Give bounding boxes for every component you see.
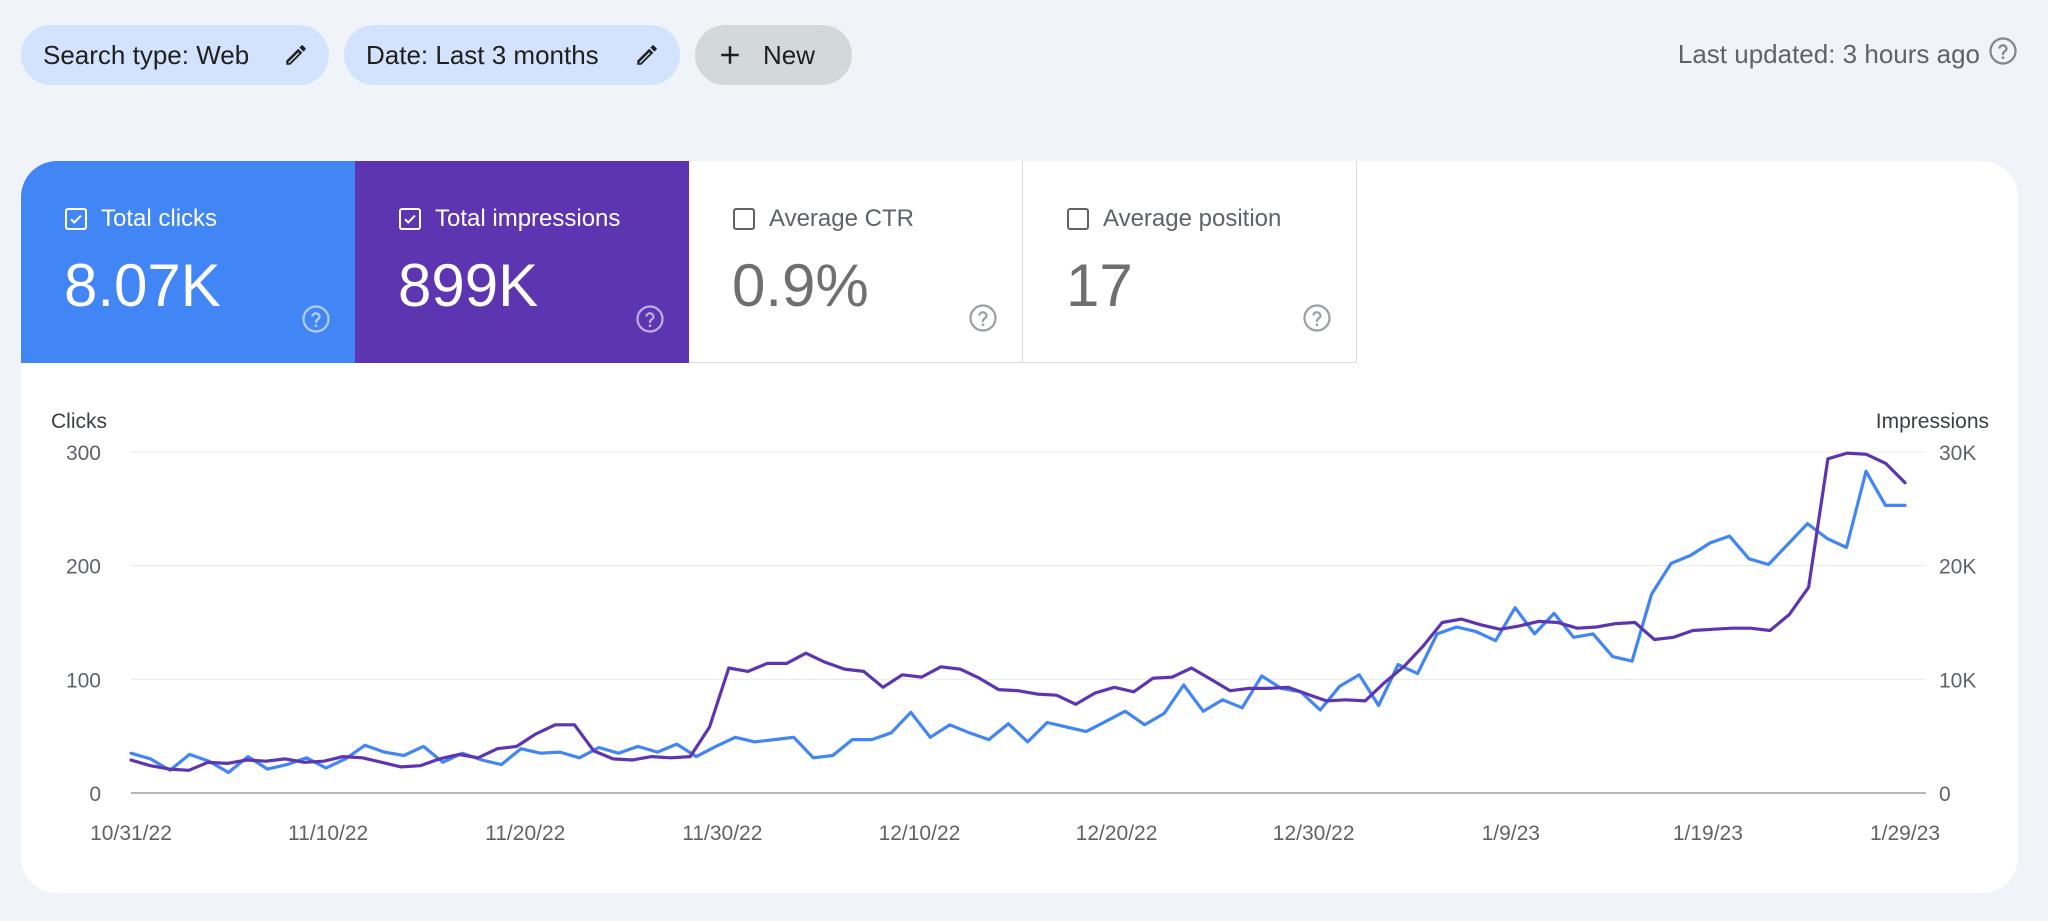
x-tick-label: 1/29/23 bbox=[1870, 822, 1940, 845]
search-type-filter-label: Search type: Web bbox=[43, 39, 250, 70]
performance-card: Total clicks 8.07K Total impressions 899… bbox=[21, 161, 2018, 893]
date-filter-label: Date: Last 3 months bbox=[366, 39, 599, 70]
metric-value: 0.9% bbox=[732, 252, 869, 319]
date-filter-chip[interactable]: Date: Last 3 months bbox=[344, 25, 680, 85]
help-icon[interactable] bbox=[301, 304, 331, 339]
help-icon[interactable] bbox=[635, 304, 665, 339]
performance-chart[interactable]: Clicks Impressions 300 200 100 0 30K 20K 10K 0… bbox=[21, 161, 2018, 893]
metric-label: Total clicks bbox=[101, 205, 218, 232]
new-filter-label: New bbox=[763, 39, 816, 70]
y-right-axis-title: Impressions bbox=[1876, 410, 1989, 433]
help-icon[interactable] bbox=[968, 303, 998, 338]
metric-total-clicks[interactable]: Total clicks 8.07K bbox=[21, 161, 355, 363]
new-filter-button[interactable]: New bbox=[695, 25, 852, 85]
checkbox-empty-icon[interactable] bbox=[1067, 208, 1089, 230]
y-right-tick-label: 0 bbox=[1939, 783, 1951, 806]
plus-icon bbox=[715, 40, 745, 70]
x-tick-label: 11/30/22 bbox=[682, 822, 762, 845]
edit-icon[interactable] bbox=[634, 42, 660, 68]
help-icon[interactable] bbox=[1980, 36, 2018, 73]
series-line-impressions bbox=[129, 451, 1907, 772]
metric-value: 17 bbox=[1066, 252, 1133, 319]
metric-label: Average position bbox=[1103, 205, 1282, 232]
y-right-tick-label: 10K bbox=[1939, 669, 1976, 692]
last-updated-text: Last updated: 3 hours ago bbox=[1677, 39, 1980, 69]
metric-label: Total impressions bbox=[435, 205, 621, 232]
edit-icon[interactable] bbox=[283, 42, 309, 68]
x-tick-label: 11/10/22 bbox=[288, 822, 368, 845]
x-tick-label: 10/31/22 bbox=[90, 822, 172, 845]
y-left-tick-label: 300 bbox=[66, 442, 101, 465]
x-tick-label: 12/10/22 bbox=[879, 822, 961, 845]
checkbox-checked-icon[interactable] bbox=[65, 208, 87, 230]
y-left-tick-label: 0 bbox=[89, 783, 101, 806]
metric-value: 8.07K bbox=[64, 252, 221, 319]
y-left-axis-title: Clicks bbox=[51, 410, 107, 433]
y-right-tick-label: 30K bbox=[1939, 442, 1976, 465]
y-left-tick-label: 200 bbox=[66, 556, 101, 579]
x-tick-label: 12/30/22 bbox=[1273, 822, 1355, 845]
checkbox-empty-icon[interactable] bbox=[733, 208, 755, 230]
series-line-clicks bbox=[129, 469, 1907, 775]
y-right-tick-label: 20K bbox=[1939, 556, 1976, 579]
search-type-filter-chip[interactable]: Search type: Web bbox=[21, 25, 329, 85]
x-tick-label: 1/19/23 bbox=[1673, 822, 1743, 845]
metric-total-impressions[interactable]: Total impressions 899K bbox=[355, 161, 689, 363]
metric-value: 899K bbox=[398, 252, 539, 319]
x-tick-label: 12/20/22 bbox=[1076, 822, 1158, 845]
help-icon[interactable] bbox=[1302, 303, 1332, 338]
y-left-tick-label: 100 bbox=[66, 669, 101, 692]
x-tick-label: 11/20/22 bbox=[485, 822, 565, 845]
metric-average-position[interactable]: Average position 17 bbox=[1023, 161, 1357, 363]
x-tick-label: 1/9/23 bbox=[1482, 822, 1540, 845]
checkbox-checked-icon[interactable] bbox=[399, 208, 421, 230]
last-updated-status: Last updated: 3 hours ago bbox=[1678, 36, 2018, 73]
metric-label: Average CTR bbox=[769, 205, 914, 232]
metric-average-ctr[interactable]: Average CTR 0.9% bbox=[689, 161, 1023, 363]
